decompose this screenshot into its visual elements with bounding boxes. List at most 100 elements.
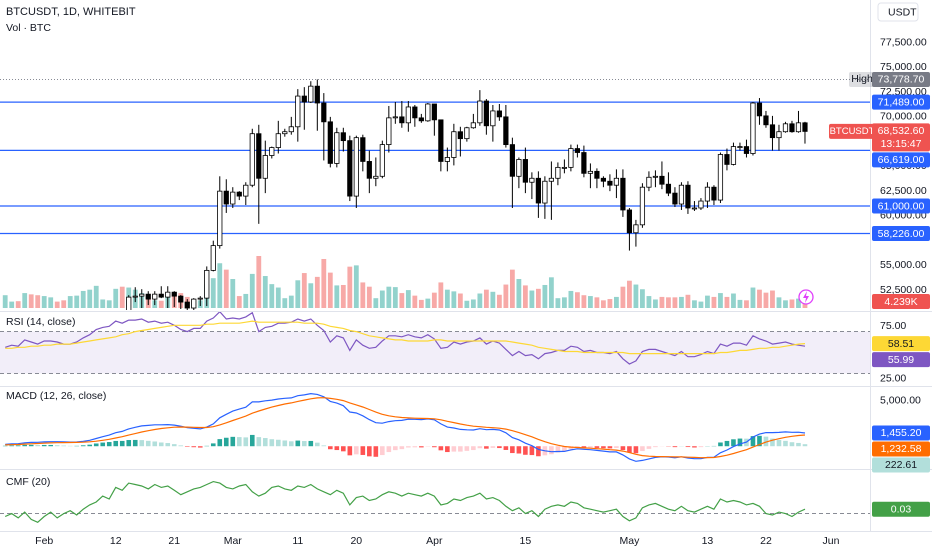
candle-body (633, 224, 639, 234)
price-tag (872, 501, 930, 517)
macd-histogram-bar (191, 446, 197, 448)
candle-body (197, 297, 203, 300)
volume-bar (438, 282, 444, 308)
x-tick-label: 11 (292, 535, 303, 547)
candle-body (55, 382, 59, 384)
volume-bar (418, 299, 424, 308)
volume-bar (444, 289, 450, 308)
cmf-line (4, 480, 806, 524)
macd-histogram-bar (210, 443, 216, 447)
macd-histogram-bar (61, 445, 67, 447)
macd-histogram-bar (419, 446, 424, 448)
macd-histogram-bar (197, 446, 203, 448)
volume-bar (477, 293, 483, 308)
volume-bar (464, 300, 470, 308)
candle-body (730, 146, 737, 165)
candle-body (678, 184, 685, 205)
volume-bar (321, 258, 327, 308)
price-tag (872, 198, 930, 214)
macd-line (5, 397, 806, 459)
volume-title: Vol · BTC (6, 22, 51, 34)
macd-histogram-bar (152, 441, 158, 447)
macd-histogram-bar (750, 436, 756, 447)
volume-bar (399, 293, 405, 308)
volume-bar (757, 289, 762, 308)
volume-bar (594, 297, 600, 308)
candle-body (509, 144, 515, 177)
candle-body (581, 152, 587, 174)
rsi-tick-label: 75.00 (880, 320, 906, 332)
candle-body (204, 269, 210, 299)
candle-body (321, 102, 327, 123)
price-tag (872, 152, 930, 168)
candle-body (431, 103, 437, 121)
candle-body (184, 301, 190, 309)
volume-bar (282, 298, 288, 308)
candle-body (334, 132, 340, 164)
macd-histogram-bar (770, 438, 775, 447)
volume-bar (640, 289, 645, 308)
candle-body (314, 85, 320, 104)
macd-histogram-bar (692, 446, 697, 448)
volume-bar (35, 295, 41, 308)
volume-bar (568, 290, 574, 308)
x-tick-label: Apr (426, 535, 443, 547)
rsi-title: RSI (14, close) (6, 316, 75, 328)
macd-histogram-bar (347, 446, 353, 456)
macd-histogram-bar (438, 446, 444, 451)
cmf-title: CMF (20) (6, 476, 50, 488)
macd-histogram-bar (731, 439, 736, 447)
y-tick-label: 62,500.00 (880, 185, 927, 197)
macd-histogram-bar (802, 444, 808, 447)
macd-histogram-bar (158, 442, 164, 447)
volume-bar (770, 290, 775, 308)
candle-body (535, 177, 541, 204)
volume-bar (412, 295, 418, 308)
macd-histogram-bar (607, 446, 613, 449)
volume-bar (431, 292, 437, 308)
volume-bar (522, 285, 528, 308)
currency-box[interactable] (877, 2, 919, 22)
macd-histogram-bar (367, 446, 372, 457)
candle-body (737, 146, 743, 148)
candle-body (171, 291, 177, 297)
macd-histogram-bar (354, 446, 359, 455)
candle-body (418, 117, 424, 122)
volume-bar (288, 295, 294, 308)
volume-bar (627, 280, 632, 308)
macd-histogram-bar (789, 442, 795, 447)
macd-histogram-bar (640, 446, 645, 452)
macd-histogram-bar (581, 446, 587, 448)
volume-bar (243, 293, 249, 308)
y-tick-label: 75,000.00 (880, 61, 927, 73)
price-tag-label: 61,000.00 (878, 200, 925, 212)
candle-body (223, 190, 229, 205)
volume-bar (405, 290, 411, 308)
volume-bar (360, 282, 366, 308)
candle-body (132, 295, 138, 298)
volume-bar (9, 301, 15, 308)
candle-body (756, 102, 763, 117)
macd-histogram-bar (282, 440, 288, 447)
macd-histogram-bar (9, 445, 15, 447)
candle-body (288, 126, 294, 133)
x-tick-label: 20 (350, 535, 362, 547)
volume-bar (223, 269, 229, 308)
candle-body (282, 131, 288, 135)
volume-bar (666, 297, 671, 308)
volume-bar (275, 287, 281, 308)
macd-histogram-bar (718, 442, 723, 447)
macd-histogram-bar (22, 444, 28, 447)
candle-body (795, 122, 802, 133)
volume-bar (737, 299, 743, 308)
macd-histogram-bar (477, 446, 483, 449)
volume-bar (679, 296, 684, 308)
volume-bar (373, 298, 379, 308)
candle-body (158, 293, 164, 298)
candle-body (68, 387, 72, 388)
volume-bar (633, 284, 639, 308)
candle-body (114, 315, 118, 332)
volume-bar (54, 301, 60, 308)
candle-body (165, 291, 171, 298)
macd-histogram-bar (685, 446, 691, 448)
